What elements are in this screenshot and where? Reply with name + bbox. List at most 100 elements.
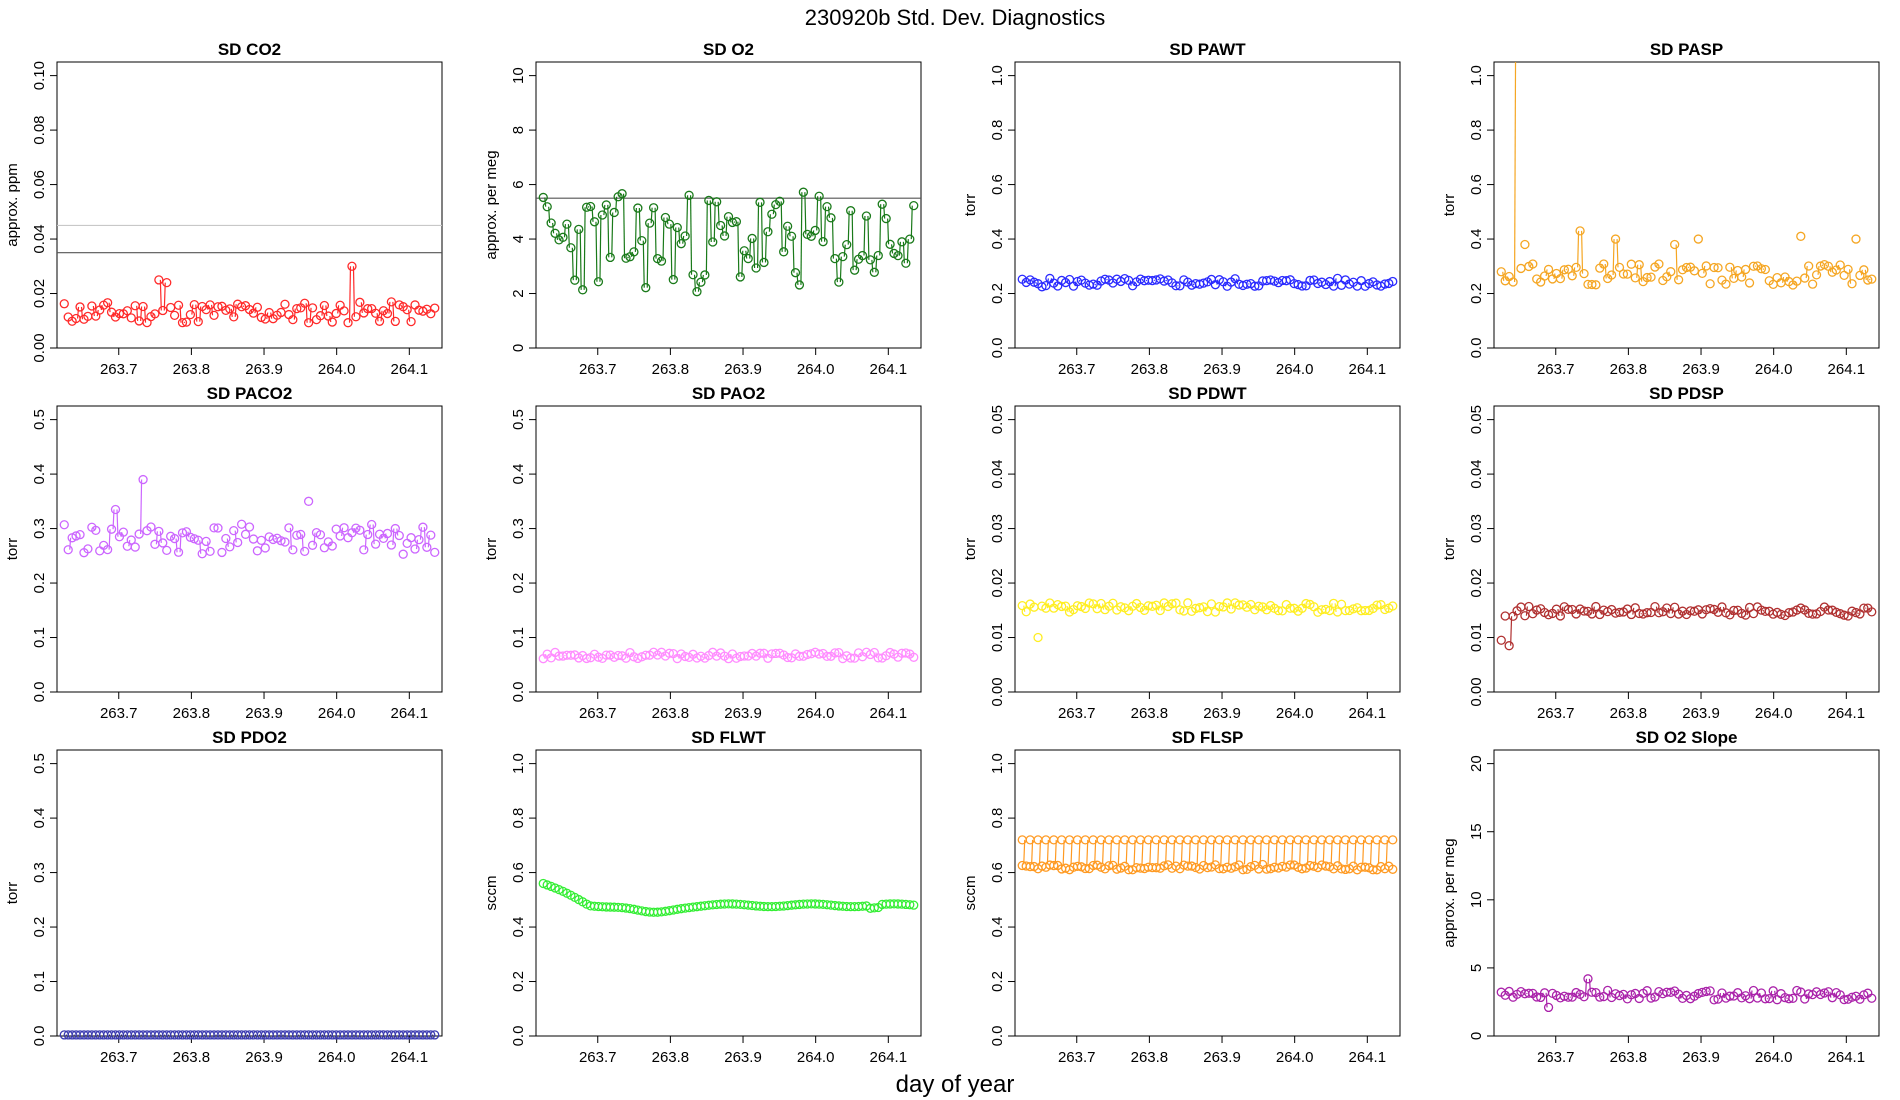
data-point (1348, 835, 1358, 845)
series-segment (1679, 610, 1682, 615)
series-segment (1703, 990, 1706, 993)
series-segment (1370, 608, 1373, 611)
data-point (637, 235, 647, 246)
y-tick-label: 0.03 (989, 514, 1006, 543)
series-segment (159, 531, 162, 543)
y-tick-label: 0.05 (1468, 405, 1485, 434)
series-segment (733, 221, 736, 223)
data-point (1187, 861, 1197, 871)
data-point (1084, 598, 1094, 608)
data-point (158, 305, 168, 316)
series-segment (1580, 230, 1584, 274)
y-tick-label: 0.3 (31, 862, 48, 883)
y-tick-label: 0.0 (510, 1026, 527, 1047)
data-point (430, 1030, 440, 1040)
x-tick-label: 263.9 (245, 361, 283, 378)
series-segment (1038, 839, 1042, 865)
series-segment (1192, 283, 1195, 286)
series-segment (1165, 279, 1168, 282)
series-segment (325, 305, 328, 317)
data-point (1701, 261, 1711, 271)
x-tick-label: 263.9 (724, 1049, 762, 1066)
data-point (1021, 607, 1031, 617)
y-tick-label: 0.5 (510, 409, 527, 430)
series-segment (1758, 992, 1761, 999)
series-segment (579, 655, 582, 659)
data-point (1579, 606, 1589, 616)
series-segment (360, 302, 363, 313)
data-point (759, 257, 769, 268)
data-point (648, 203, 659, 213)
data-point (672, 222, 682, 233)
data-point (700, 270, 710, 280)
series-segment (863, 216, 866, 256)
series-segment (1228, 839, 1231, 865)
series-segment (1141, 278, 1144, 281)
y-tick-label: 0.06 (31, 170, 48, 199)
panel-title: SD PASP (1650, 40, 1723, 59)
data-point (209, 310, 219, 320)
series-segment (1307, 603, 1309, 605)
data-point (150, 309, 160, 319)
data-point (244, 522, 255, 532)
data-point (613, 650, 623, 661)
series-segment (1369, 839, 1373, 865)
data-point (755, 648, 765, 658)
series-segment (171, 536, 174, 539)
series-segment (1046, 602, 1049, 609)
y-tick-label: 1.0 (989, 65, 1006, 86)
series-segment (1027, 279, 1030, 283)
data-point (106, 524, 117, 534)
data-point (1626, 259, 1636, 269)
data-point (102, 298, 113, 308)
data-point (1332, 835, 1343, 845)
plot-frame (1014, 61, 1401, 349)
series-segment (638, 208, 641, 241)
data-point (751, 263, 761, 273)
y-tick-label: 20 (1468, 755, 1485, 772)
data-point (173, 547, 184, 557)
data-point (1819, 988, 1830, 998)
data-point (901, 648, 911, 658)
series-segment (875, 652, 878, 658)
x-tick-label: 263.9 (724, 361, 762, 378)
data-point (134, 529, 144, 539)
y-tick-label: 0.8 (989, 120, 1006, 141)
data-point (885, 239, 895, 249)
series-segment (175, 538, 178, 553)
series-segment (1640, 264, 1643, 282)
data-point (1104, 861, 1114, 871)
series-segment (1762, 609, 1765, 612)
data-point (1673, 275, 1684, 285)
series-segment (352, 266, 356, 317)
data-point (225, 304, 235, 314)
series-segment (1322, 839, 1325, 865)
data-point (1555, 273, 1566, 284)
plot-frame (1493, 749, 1880, 1037)
data-point (1183, 598, 1193, 608)
series-segment (301, 534, 304, 552)
series-segment (1659, 991, 1662, 994)
data-point (185, 532, 196, 542)
data-point (814, 191, 824, 201)
series-segment (1683, 267, 1686, 270)
series-segment (1502, 271, 1505, 281)
data-point (1721, 279, 1731, 289)
data-point (849, 265, 860, 275)
series-segment (80, 306, 84, 320)
data-point (296, 529, 306, 540)
data-point (901, 258, 911, 268)
series-segment (1172, 839, 1176, 865)
data-point (1693, 234, 1703, 244)
series-segment (780, 201, 783, 252)
series-segment (890, 244, 894, 254)
data-point (1748, 608, 1759, 619)
series-segment (1864, 269, 1867, 281)
data-point (881, 213, 891, 224)
series-segment (544, 197, 547, 207)
data-point (1049, 835, 1059, 845)
data-point (390, 523, 400, 534)
series-segment (1856, 612, 1859, 615)
y-tick-label: 0.00 (989, 677, 1006, 706)
series-segment (816, 196, 819, 231)
